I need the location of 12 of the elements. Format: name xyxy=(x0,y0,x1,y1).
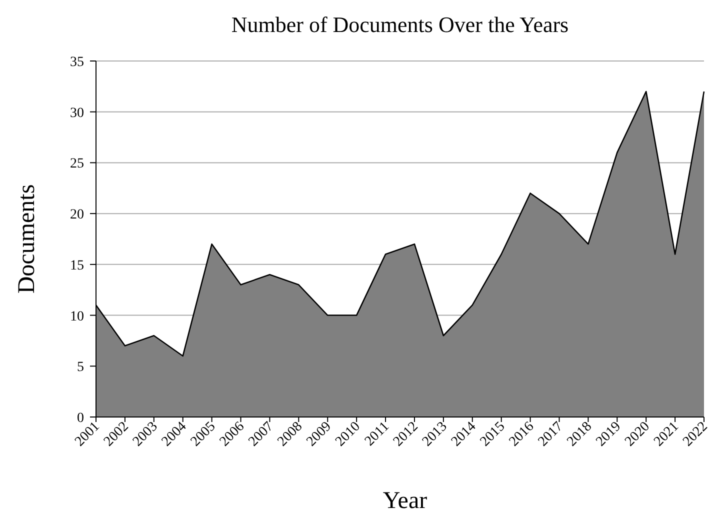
y-tick-label: 20 xyxy=(70,208,84,223)
y-tick-label: 30 xyxy=(70,106,84,121)
y-axis-title: Documents xyxy=(14,184,40,294)
y-tick-label: 15 xyxy=(70,258,84,274)
y-tick-label: 0 xyxy=(77,411,84,426)
x-tick-label: 2011 xyxy=(362,419,392,450)
y-tick-label: 35 xyxy=(70,55,84,70)
chart-title: Number of Documents Over the Years xyxy=(231,12,569,37)
y-tick-label: 25 xyxy=(70,156,84,172)
x-axis-title: Year xyxy=(382,488,428,514)
y-tick-label: 10 xyxy=(70,309,84,324)
y-tick-label: 5 xyxy=(77,360,84,376)
